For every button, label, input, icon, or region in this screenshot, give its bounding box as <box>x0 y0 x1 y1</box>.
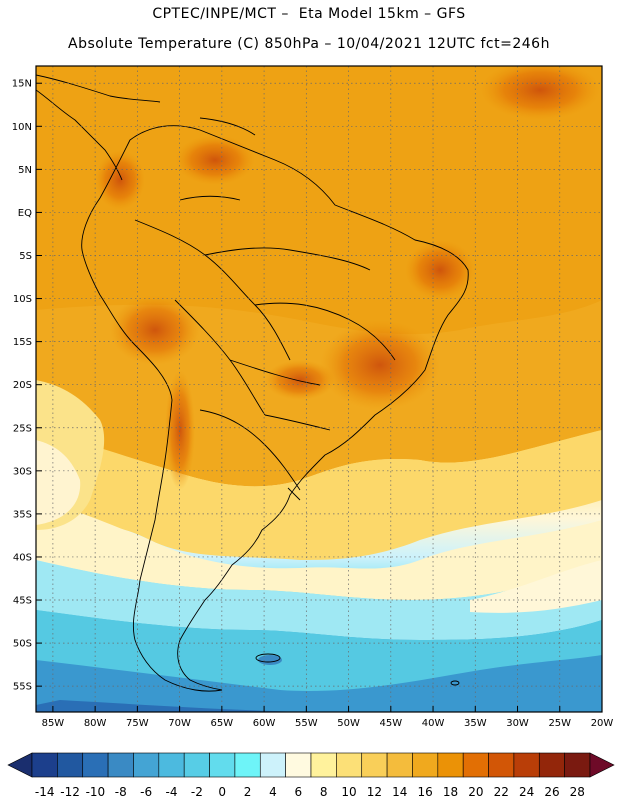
colorbar-label: -8 <box>115 785 127 799</box>
lon-label: 40W <box>422 718 445 729</box>
colorbar-label: -4 <box>166 785 178 799</box>
lat-label: EQ <box>18 208 32 219</box>
lat-label: 25S <box>13 423 32 434</box>
latitude-labels: 15N 10N 5N EQ 5S 10S 15S 20S 25S 30S 35S 40S 45S 50S 5… <box>12 79 42 693</box>
colorbar-label: 12 <box>367 785 382 799</box>
colorbar-label: 2 <box>244 785 252 799</box>
lon-label: 50W <box>337 718 360 729</box>
colorbar-label: -14 <box>35 785 55 799</box>
colorbar-swatch <box>285 752 312 778</box>
colorbar-label: -10 <box>86 785 106 799</box>
colorbar-swatch <box>564 752 591 778</box>
colorbar-label: -6 <box>140 785 152 799</box>
lon-label: 60W <box>253 718 276 729</box>
colorbar-swatch <box>158 752 185 778</box>
colorbar-label: 26 <box>544 785 559 799</box>
colorbar-swatch <box>488 752 515 778</box>
colorbar-label: 4 <box>269 785 277 799</box>
lat-label: 5S <box>19 251 32 262</box>
lat-label: 20S <box>13 380 32 391</box>
longitude-labels: 85W 80W 75W 70W 65W 60W 55W 50W 45W 40W 35W 30W 25W 2… <box>42 706 614 729</box>
colorbar-label: 28 <box>570 785 585 799</box>
colorbar-label: 18 <box>443 785 458 799</box>
lon-label: 25W <box>548 718 571 729</box>
lon-label: 20W <box>591 718 614 729</box>
chart-title-line1: CPTEC/INPE/MCT – Eta Model 15km – GFS <box>152 6 466 22</box>
lon-label: 45W <box>379 718 402 729</box>
colorbar-swatch <box>310 752 337 778</box>
colorbar: -14 -12 -10 -8 -6 -4 -2 0 2 4 6 8 10 12 14 16 18 20 22 24 26… <box>7 752 615 799</box>
colorbar-swatch <box>513 752 540 778</box>
colorbar-swatch <box>57 752 84 778</box>
map-frame <box>35 65 603 713</box>
lat-label: 15S <box>13 337 32 348</box>
lat-label: 10S <box>13 294 32 305</box>
colorbar-swatch <box>31 752 58 778</box>
colorbar-swatch <box>336 752 363 778</box>
coastlines <box>36 74 469 692</box>
lat-label: 15N <box>12 79 32 90</box>
colorbar-swatch <box>386 752 413 778</box>
lat-label: 55S <box>13 682 32 693</box>
colorbar-swatch <box>462 752 489 778</box>
colorbar-high-arrow <box>589 752 615 778</box>
colorbar-swatch <box>538 752 565 778</box>
colorbar-swatch <box>412 752 439 778</box>
lat-label: 40S <box>13 552 32 563</box>
colorbar-label: 10 <box>341 785 356 799</box>
lon-label: 80W <box>84 718 107 729</box>
lon-label: 55W <box>295 718 318 729</box>
colorbar-label: 8 <box>320 785 328 799</box>
lat-label: 50S <box>13 639 32 650</box>
colorbar-label: 16 <box>417 785 432 799</box>
lat-label: 10N <box>12 122 32 133</box>
colorbar-swatch <box>183 752 210 778</box>
colorbar-swatch <box>437 752 464 778</box>
lon-label: 75W <box>126 718 149 729</box>
temperature-field <box>36 66 602 712</box>
colorbar-label: 6 <box>294 785 302 799</box>
colorbar-swatch <box>107 752 134 778</box>
lat-label: 30S <box>13 466 32 477</box>
lon-label: 35W <box>464 718 487 729</box>
colorbar-label: 20 <box>468 785 483 799</box>
colorbar-swatch <box>209 752 236 778</box>
colorbar-label: 0 <box>218 785 226 799</box>
lat-label: 5N <box>18 165 32 176</box>
lon-label: 30W <box>506 718 529 729</box>
lon-label: 70W <box>168 718 191 729</box>
colorbar-swatch <box>82 752 109 778</box>
colorbar-label: -12 <box>60 785 80 799</box>
lat-label: 35S <box>13 509 32 520</box>
colorbar-swatch <box>361 752 388 778</box>
colorbar-swatch <box>234 752 261 778</box>
colorbar-label: -2 <box>191 785 203 799</box>
lon-label: 65W <box>211 718 234 729</box>
lon-label: 85W <box>42 718 65 729</box>
colorbar-label: 22 <box>494 785 509 799</box>
colorbar-label: 14 <box>392 785 407 799</box>
colorbar-low-arrow <box>7 752 33 778</box>
colorbar-swatch <box>133 752 160 778</box>
colorbar-swatch <box>259 752 286 778</box>
chart-title-line2: Absolute Temperature (C) 850hPa – 10/04/… <box>68 36 550 52</box>
lat-label: 45S <box>13 596 32 607</box>
colorbar-label: 24 <box>519 785 534 799</box>
